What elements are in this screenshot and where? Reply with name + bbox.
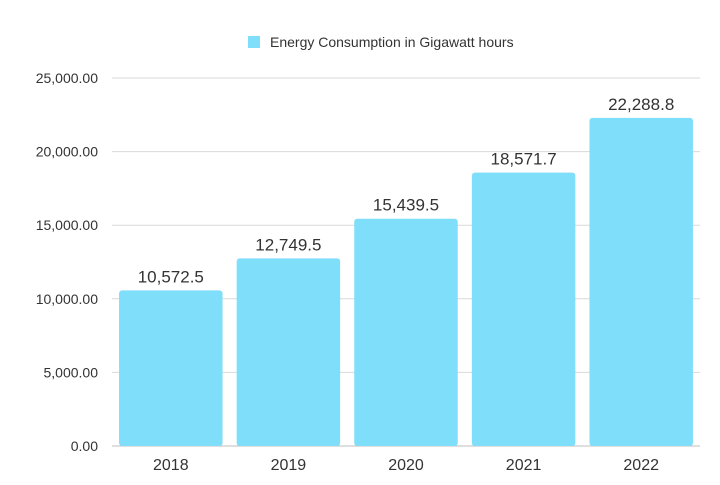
- y-tick-label: 20,000.00: [36, 144, 98, 160]
- bar-2021: [471, 172, 576, 446]
- x-tick-label-2021: 2021: [506, 457, 542, 474]
- legend: Energy Consumption in Gigawatt hours: [248, 34, 514, 50]
- bar-2022: [589, 117, 693, 446]
- data-label-2022: 22,288.8: [608, 95, 674, 114]
- x-axis-tick-labels: 2018 2019 2020 2021 2022: [153, 457, 659, 474]
- data-labels: 10,572.5 12,749.5 15,439.5 18,571.7 22,288.8: [138, 95, 675, 286]
- y-tick-label: 5,000.00: [44, 364, 99, 380]
- x-tick-label-2020: 2020: [388, 457, 424, 474]
- y-tick-label: 10,000.00: [36, 291, 98, 307]
- bar-2018: [119, 290, 223, 446]
- y-tick-label: 25,000.00: [36, 70, 98, 86]
- data-label-2019: 12,749.5: [255, 235, 321, 254]
- data-label-2020: 15,439.5: [373, 196, 439, 215]
- bar-2019: [236, 258, 341, 446]
- y-tick-label: 15,000.00: [36, 217, 98, 233]
- data-label-2018: 10,572.5: [138, 267, 204, 286]
- data-label-2021: 18,571.7: [491, 150, 557, 169]
- x-tick-label-2018: 2018: [153, 457, 189, 474]
- legend-swatch: [248, 36, 260, 48]
- x-tick-label-2022: 2022: [623, 457, 659, 474]
- legend-label: Energy Consumption in Gigawatt hours: [270, 34, 514, 50]
- y-axis-tick-labels: 0.00 5,000.00 10,000.00 15,000.00 20,000.00 2…: [36, 70, 99, 454]
- x-tick-label-2019: 2019: [271, 457, 307, 474]
- y-tick-label: 0.00: [71, 438, 98, 454]
- bar-2020: [354, 218, 458, 446]
- bars: [119, 117, 693, 446]
